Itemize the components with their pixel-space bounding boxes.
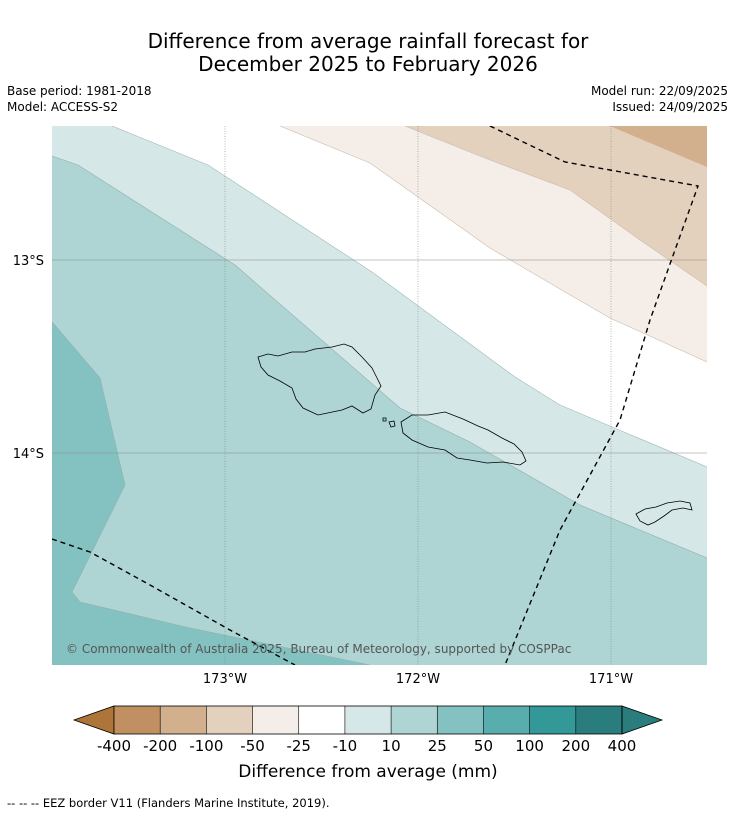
title-line-1: Difference from average rainfall forecas… xyxy=(147,29,589,53)
colorbar-segment xyxy=(575,706,622,734)
colorbar-tick-label: 10 xyxy=(381,737,401,755)
colorbar-segment xyxy=(529,706,576,734)
lat-label-14s: 14°S xyxy=(13,447,44,462)
colorbar-tick-label: -200 xyxy=(143,737,178,755)
band-neg50-100-area xyxy=(610,126,707,167)
base-period: Base period: 1981-2018 xyxy=(7,84,152,98)
colorbar-tick-label: 25 xyxy=(427,737,447,755)
band-25-50-area xyxy=(52,156,707,665)
colorbar-segment xyxy=(114,706,161,734)
rainfall-shading: © Commonwealth of Australia 2025, Bureau… xyxy=(52,126,707,665)
colorbar-segment xyxy=(206,706,253,734)
colorbar-outline xyxy=(113,705,623,735)
gridlines xyxy=(52,126,707,665)
lon-label-171w: 171°W xyxy=(589,672,633,687)
colorbar-tick-label: 200 xyxy=(561,737,591,755)
colorbar-tick-label: -25 xyxy=(286,737,311,755)
colorbar-tick-label: -100 xyxy=(189,737,224,755)
lon-label-173w: 173°W xyxy=(203,672,247,687)
colorbar-segment xyxy=(298,706,345,734)
lon-label-172w: 172°W xyxy=(396,672,440,687)
model-run: Model run: 22/09/2025 xyxy=(590,84,728,98)
colorbar-tick-label: -10 xyxy=(332,737,358,755)
band-50-100-area xyxy=(52,322,370,665)
colorbar-segment xyxy=(391,706,438,734)
colorbar-tick-label: 100 xyxy=(515,737,544,755)
colorbar-title: Difference from average (mm) xyxy=(238,762,498,782)
upolu-island xyxy=(400,411,527,466)
colorbar-segment xyxy=(344,706,392,734)
colorbar-extend-low xyxy=(72,705,115,735)
apolima-island xyxy=(382,417,387,422)
colorbar xyxy=(72,705,664,735)
title-line-2: December 2025 to February 2026 xyxy=(198,52,538,76)
band-neg25-50-area xyxy=(405,126,707,286)
eez-footnote: -- -- -- EEZ border V11 (Flanders Marine… xyxy=(7,796,330,810)
colorbar-segment xyxy=(252,706,299,734)
manono-island xyxy=(388,420,396,428)
tutuila-island xyxy=(635,500,693,526)
map-title: Difference from average rainfall forecas… xyxy=(0,30,736,76)
meta-right: Model run: 22/09/2025 Issued: 24/09/2025 xyxy=(591,83,728,115)
savaii-island xyxy=(257,343,382,416)
colorbar-segment xyxy=(483,706,530,734)
copyright-text: © Commonwealth of Australia 2025, Bureau… xyxy=(66,642,571,656)
colorbar-tick-label: 400 xyxy=(607,737,637,755)
colorbar-tick-label: 50 xyxy=(473,737,493,755)
lat-label-13s: 13°S xyxy=(13,254,44,269)
eez-border xyxy=(52,126,699,665)
colorbar-tick-label: -400 xyxy=(96,737,132,755)
model-name: Model: ACCESS-S2 xyxy=(7,100,119,114)
meta-left: Base period: 1981-2018 Model: ACCESS-S2 xyxy=(7,83,152,115)
colorbar-segment xyxy=(160,706,207,734)
issued-date: Issued: 24/09/2025 xyxy=(612,100,728,114)
colorbar-extend-high xyxy=(621,705,664,735)
colorbar-tick-label: -50 xyxy=(240,737,265,755)
colorbar-segment xyxy=(437,706,484,734)
